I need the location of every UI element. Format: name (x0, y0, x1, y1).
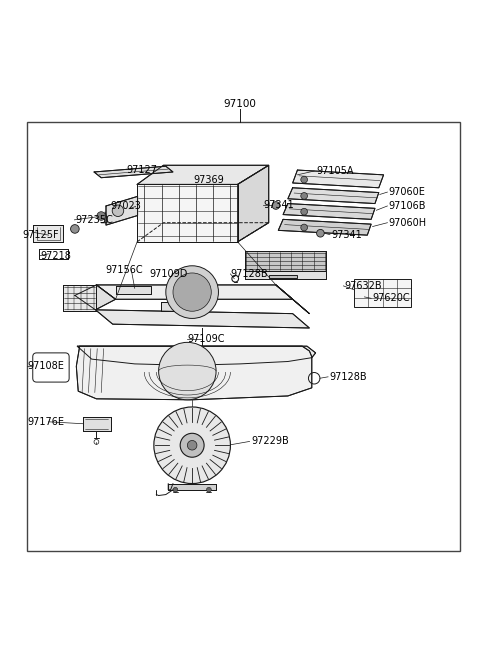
Polygon shape (75, 285, 116, 310)
Text: 97060H: 97060H (388, 218, 427, 228)
Polygon shape (276, 285, 310, 314)
Polygon shape (269, 276, 298, 277)
Text: 97023: 97023 (111, 201, 142, 211)
Circle shape (317, 230, 324, 237)
Text: 97235C: 97235C (75, 215, 113, 225)
Text: 97369: 97369 (193, 174, 224, 184)
Text: 97125F: 97125F (22, 230, 59, 240)
Circle shape (173, 487, 178, 492)
Polygon shape (96, 285, 293, 299)
Polygon shape (77, 346, 316, 365)
Polygon shape (63, 285, 96, 311)
Text: 97632B: 97632B (344, 281, 382, 291)
Polygon shape (116, 286, 152, 295)
Polygon shape (238, 165, 269, 242)
Text: 97341: 97341 (263, 201, 294, 211)
Circle shape (301, 193, 308, 199)
Polygon shape (39, 249, 68, 258)
Circle shape (97, 212, 106, 220)
Circle shape (173, 273, 211, 311)
FancyBboxPatch shape (33, 353, 69, 382)
Circle shape (166, 266, 218, 318)
Text: 97109C: 97109C (187, 334, 225, 344)
Text: 97218: 97218 (40, 251, 71, 260)
Polygon shape (283, 203, 375, 219)
Polygon shape (33, 225, 63, 242)
Text: 97229B: 97229B (251, 436, 289, 447)
Polygon shape (168, 483, 216, 490)
Circle shape (71, 224, 79, 234)
Text: 97108E: 97108E (27, 361, 64, 371)
Text: 97106B: 97106B (388, 201, 426, 211)
Circle shape (112, 205, 124, 216)
Circle shape (154, 407, 230, 483)
Text: 97105A: 97105A (317, 166, 354, 176)
Circle shape (301, 176, 308, 183)
Text: 97341: 97341 (331, 230, 362, 239)
Circle shape (272, 201, 280, 209)
Polygon shape (83, 417, 111, 431)
Text: 97127: 97127 (126, 165, 157, 175)
Polygon shape (278, 219, 371, 235)
Bar (354, 279, 411, 308)
Circle shape (206, 487, 211, 492)
Polygon shape (245, 251, 326, 270)
Circle shape (301, 209, 308, 215)
Text: 97128B: 97128B (230, 269, 268, 279)
Polygon shape (76, 346, 312, 400)
Polygon shape (106, 196, 138, 225)
Polygon shape (94, 166, 173, 178)
Text: 97100: 97100 (224, 99, 256, 109)
Circle shape (180, 434, 204, 457)
Text: 97109D: 97109D (149, 269, 187, 279)
Polygon shape (161, 302, 180, 311)
Text: 97060E: 97060E (388, 187, 425, 197)
Polygon shape (293, 170, 384, 188)
Polygon shape (137, 184, 238, 242)
Polygon shape (137, 165, 269, 184)
Text: 97620C: 97620C (372, 293, 410, 303)
Polygon shape (96, 310, 310, 328)
Text: 97176E: 97176E (27, 417, 64, 427)
Text: 97128B: 97128B (329, 372, 367, 382)
Circle shape (301, 224, 308, 231)
Circle shape (187, 440, 197, 450)
Circle shape (158, 342, 216, 400)
Polygon shape (245, 270, 326, 279)
Polygon shape (36, 357, 65, 379)
Bar (27, 122, 460, 550)
Text: 97156C: 97156C (105, 265, 143, 275)
Polygon shape (288, 188, 379, 203)
